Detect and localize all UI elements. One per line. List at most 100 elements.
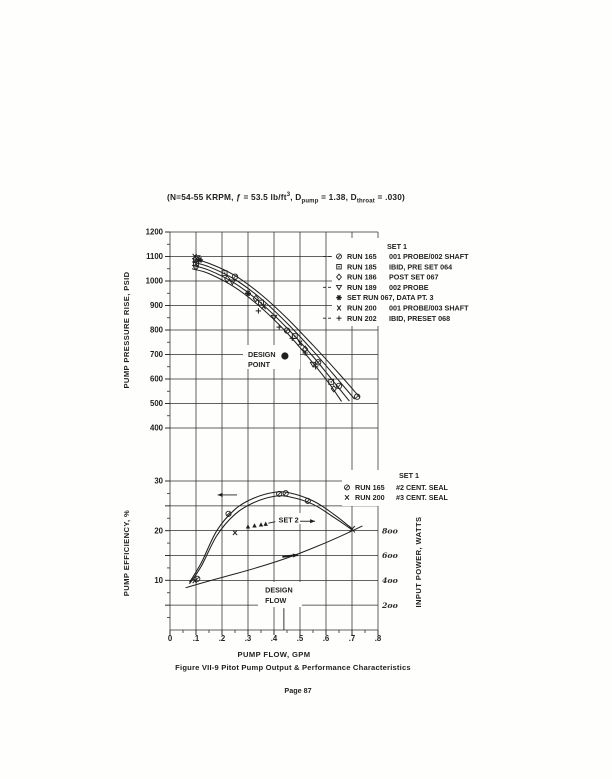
svg-text:RUN 165: RUN 165 [347,252,377,261]
svg-text:8oo: 8oo [382,526,398,535]
marker-triangle-down [270,314,278,321]
marker-triangle-up [245,524,251,529]
marker-square-dot [328,379,335,385]
svg-text:.8: .8 [375,634,382,643]
marker-x-slash [192,253,198,260]
marker-dot [281,352,289,360]
marker-x [344,494,350,500]
marker-plus [276,324,282,330]
marker-x-slash [297,340,303,347]
efficiency-data-points [192,490,356,584]
svg-text:001 PROBE/003 SHAFT: 001 PROBE/003 SHAFT [389,304,469,313]
marker-x [192,578,198,584]
marker-triangle-down [335,284,343,291]
marker-x [232,530,238,536]
svg-text:1200: 1200 [146,228,164,237]
svg-text:4oo: 4oo [382,576,398,585]
svg-text:SET 1: SET 1 [399,471,419,480]
marker-x [348,525,356,533]
marker-square-dot [258,299,264,306]
marker-circle-slash [304,497,311,504]
marker-circle-slash [276,490,283,497]
svg-text:0: 0 [168,634,173,643]
marker-star [336,294,342,301]
marker-plus [289,335,295,341]
axis-titles: PUMP PRESSURE RISE, PSID PUMP EFFICIENCY,… [122,271,423,659]
svg-text:400: 400 [150,424,164,433]
svg-text:6oo: 6oo [382,551,398,560]
svg-text:RUN 189: RUN 189 [347,283,377,292]
legend-set1-pressure: SET 1 RUN 165 001 PROBE/002 SHAFT RUN 185 IB… [323,242,469,323]
marker-diamond [330,384,337,393]
marker-plus [336,315,342,321]
marker-circle-slash [315,359,322,366]
marker-circle-slash [283,327,291,334]
svg-text:002 PROBE: 002 PROBE [389,283,429,292]
svg-text:RUN 185: RUN 185 [347,262,377,271]
marker-diamond [192,262,200,271]
svg-text:30: 30 [154,477,163,486]
axis-tick-labels: 1200 1100 1000 900 800 700 600 500 400 30 20 10 0 .1.… [146,228,398,643]
marker-triangle-up [263,521,268,526]
figure-caption: Figure VII-9 Pitot Pump Output & Perform… [175,663,411,672]
marker-circle-slash [231,273,239,280]
marker-triangle-down [309,361,317,368]
svg-text:.7: .7 [349,634,356,643]
svg-text:800: 800 [150,326,164,335]
svg-text:.6: .6 [323,634,330,643]
svg-text:RUN 202: RUN 202 [347,314,377,323]
svg-text:600: 600 [150,375,164,384]
axis-ticks [165,231,379,635]
subscript-throat: throat [356,198,376,205]
svg-text:.5: .5 [297,634,304,643]
chart-grid [169,231,379,631]
svg-text:RUN 200: RUN 200 [347,304,377,313]
marker-circle-slash [336,253,342,260]
svg-text:DESIGN: DESIGN [248,350,276,359]
test-conditions-text: (N=54-55 KRPM, ƒ = 53.5 lb/ft [167,192,287,202]
marker-circle-slash [344,484,350,491]
marker-diamond [224,275,231,283]
test-conditions: (N=54-55 KRPM, ƒ = 53.5 lb/ft3, Dpump = … [167,192,405,205]
legend-set1-efficiency: SET 1 RUN 165 #2 CENT. SEAL RUN 200 #3 CENT.… [344,471,449,502]
svg-text:IBID, PRE SET 064: IBID, PRE SET 064 [389,262,452,271]
svg-text:#2 CENT. SEAL: #2 CENT. SEAL [396,483,449,492]
svg-text:.4: .4 [271,634,278,643]
svg-text:.1: .1 [193,634,200,643]
svg-text:POST SET 067: POST SET 067 [389,273,439,282]
efficiency-and-power-curves [185,491,363,589]
marker-diamond [336,273,342,281]
design-flow-annotations: SET 2 DESIGN FLOW [217,492,316,630]
svg-text:POINT: POINT [248,360,271,369]
svg-text:#3 CENT. SEAL: #3 CENT. SEAL [396,493,449,502]
marker-triangle-up [252,523,257,528]
marker-star [196,256,203,263]
marker-circle-slash [225,510,232,517]
marker-circle-slash [282,490,289,497]
svg-text:RUN 200: RUN 200 [355,493,385,502]
marker-circle-slash [335,382,343,390]
grid-masks [243,238,545,607]
svg-text:001 PROBE/002 SHAFT: 001 PROBE/002 SHAFT [389,252,469,261]
svg-text:900: 900 [150,301,164,310]
subscript-pump: pump [301,198,319,205]
svg-text:1000: 1000 [146,277,164,286]
marker-x-slash [261,303,267,310]
svg-text:IBID, PRESET 068: IBID, PRESET 068 [389,314,450,323]
marker-diamond [252,294,259,303]
svg-text:SET RUN 067, DATA PT. 3: SET RUN 067, DATA PT. 3 [347,293,434,302]
marker-square-dot [221,270,228,277]
marker-square-dot [336,264,342,270]
svg-text:SET 2: SET 2 [279,516,299,525]
svg-text:PUMP EFFICIENCY, %: PUMP EFFICIENCY, % [122,510,131,596]
marker-circle-slash [354,393,361,400]
svg-text:RUN 186: RUN 186 [347,273,377,282]
page-number: Page 87 [284,686,312,695]
svg-text:SET 1: SET 1 [387,242,407,251]
svg-text:1100: 1100 [146,252,164,261]
marker-circle-slash [194,575,201,582]
marker-plus [312,364,319,370]
